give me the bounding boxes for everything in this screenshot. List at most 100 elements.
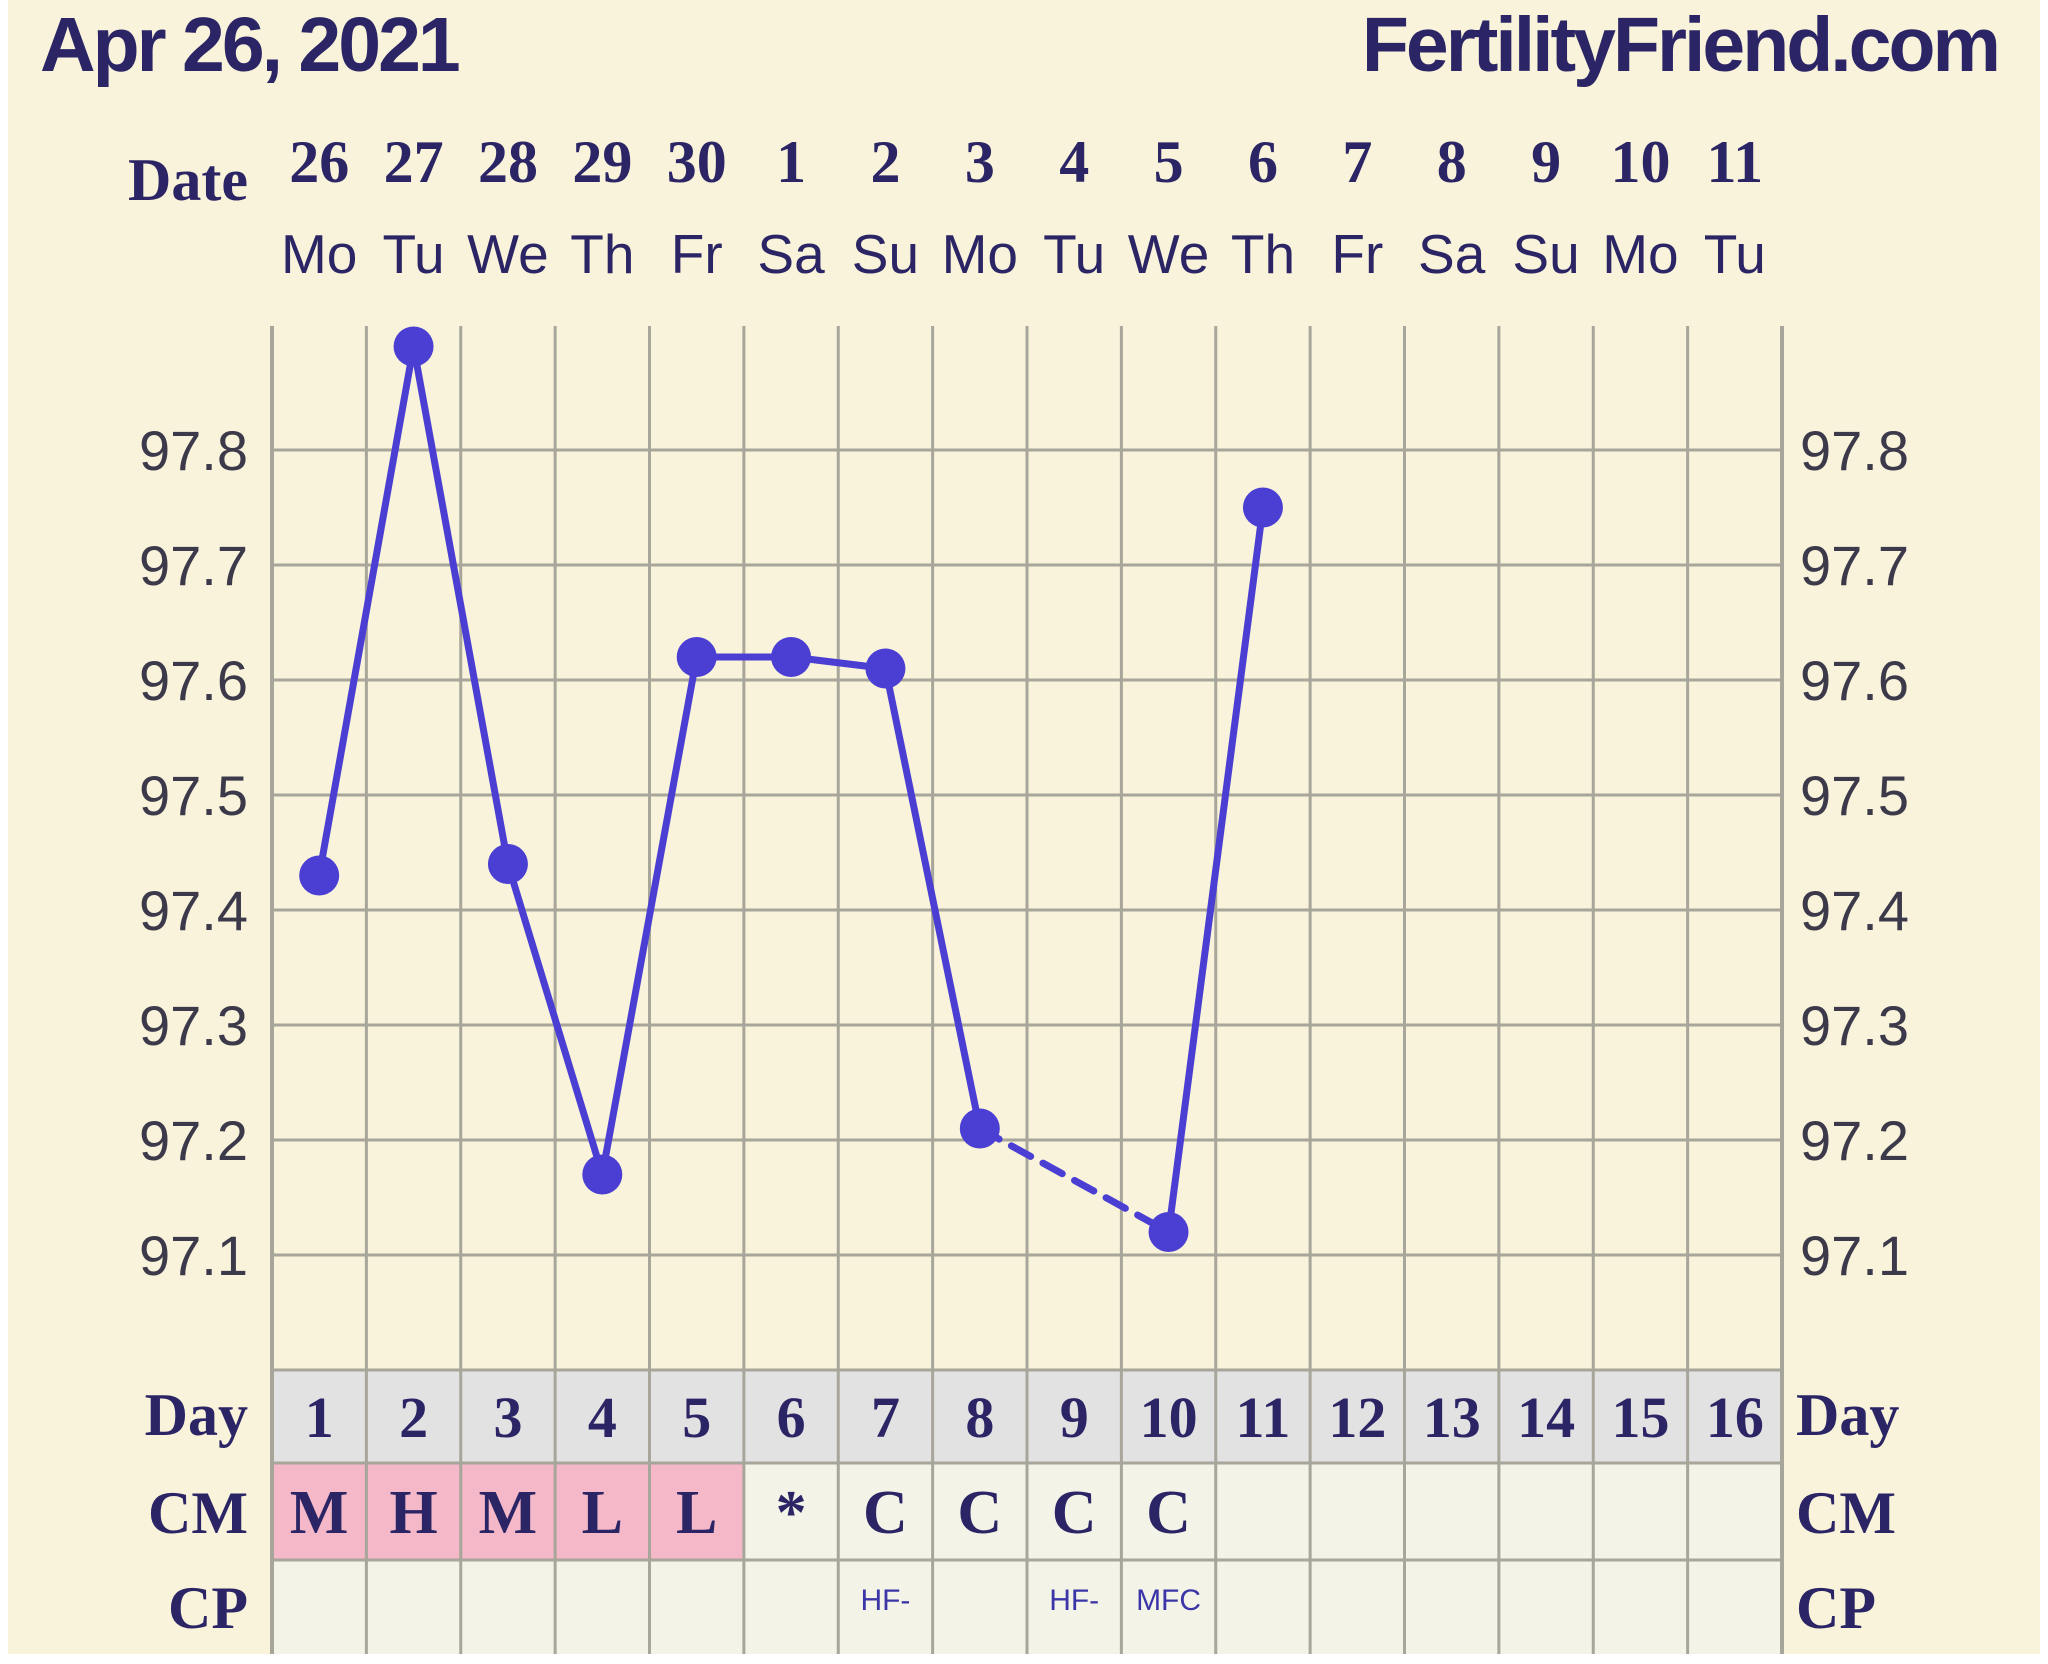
date-number: 2 [870,129,900,195]
temp-point [582,1154,623,1195]
cp-cell-bg [1310,1560,1405,1654]
temp-point [771,637,812,677]
cm-cell-bg [838,1463,933,1560]
cm-value: * [776,1479,807,1547]
cm-value: H [389,1479,437,1547]
cycle-day-number: 6 [777,1385,806,1450]
weekday-label: Fr [1331,223,1383,285]
cp-value: MFC [1136,1584,1201,1617]
weekday-label: Tu [1043,223,1105,285]
cp-cell-bg [743,1560,839,1654]
cp-cell-bg [555,1560,650,1654]
y-tick-label-right: 97.5 [1800,764,1909,827]
weekday-label: We [1128,223,1210,285]
temp-segment [504,860,606,1178]
cp-cell-bg [1121,1560,1216,1654]
cycle-day-number: 14 [1517,1385,1575,1450]
date-number: 7 [1342,129,1372,195]
weekday-label: Tu [1704,223,1766,285]
temp-point [487,844,528,884]
date-number: 11 [1706,129,1763,195]
cp-row-label-left: CP [168,1575,248,1641]
y-tick-label-left: 97.4 [139,879,248,942]
cm-value: L [676,1479,717,1547]
y-tick-label-left: 97.7 [139,534,248,597]
temp-point [959,1108,1000,1149]
y-tick-label-left: 97.6 [139,649,248,712]
y-tick-label-right: 97.3 [1800,994,1909,1057]
cp-cell-bg [272,1560,367,1654]
cycle-day-number: 7 [871,1385,900,1450]
y-tick-label-left: 97.2 [139,1109,248,1172]
date-number: 28 [478,129,538,195]
date-number: 3 [965,129,995,195]
y-tick-label-right: 97.1 [1800,1224,1909,1287]
cycle-day-number: 15 [1611,1385,1669,1450]
cp-cell-bg [838,1560,933,1654]
cm-cell-bg [555,1463,650,1560]
cm-cell-bg [743,1463,839,1560]
cycle-day-number: 8 [965,1385,994,1450]
temp-segment [1165,504,1267,1236]
y-tick-label-right: 97.8 [1800,419,1909,482]
y-tick-label-left: 97.1 [139,1224,248,1287]
brand-name: FertilityFriend.com [1361,2,2001,88]
cycle-day-number: 1 [305,1385,334,1450]
cycle-day-number: 4 [588,1385,617,1450]
y-tick-label-right: 97.7 [1800,534,1909,597]
cm-cell-bg [366,1463,461,1560]
weekday-label: Mo [1602,223,1678,285]
cm-value: C [957,1479,1002,1547]
temp-point [865,648,906,689]
cycle-day-number: 3 [493,1385,522,1450]
weekday-label: Mo [942,223,1018,285]
cm-row-label-left: CM [148,1480,248,1546]
temp-point [676,637,717,677]
cycle-day-number: 9 [1060,1385,1089,1450]
date-number: 4 [1059,129,1089,195]
y-tick-label-right: 97.4 [1800,879,1909,942]
temp-segment [410,343,512,868]
cycle-day-number: 16 [1706,1385,1764,1450]
cp-cell-bg [1404,1560,1499,1654]
cp-row-label-right: CP [1796,1575,1876,1641]
temp-segment [315,343,418,879]
weekday-label: Th [1231,223,1295,285]
y-tick-label-right: 97.6 [1800,649,1909,712]
day-row-label-left: Day [145,1382,248,1448]
cp-cell-bg [460,1560,556,1654]
weekday-label: We [467,223,549,285]
cp-cell-bg [1215,1560,1311,1654]
cycle-day-number: 12 [1328,1385,1386,1450]
cm-cell-bg [1215,1463,1311,1560]
date-number: 26 [289,129,349,195]
cm-cell-bg [1593,1463,1688,1560]
cm-cell-bg [460,1463,556,1560]
cycle-day-number: 13 [1423,1385,1481,1450]
date-number: 30 [667,129,727,195]
weekday-label: Mo [281,223,357,285]
temp-segment-dashed [976,1125,1173,1236]
temp-point [393,326,434,367]
date-number: 29 [572,129,632,195]
weekday-label: Sa [1418,223,1486,285]
weekday-label: Fr [671,223,723,285]
cm-value: L [582,1479,623,1547]
cm-value: M [290,1479,349,1547]
temp-point [1148,1212,1189,1252]
cm-row-label-right: CM [1796,1480,1896,1546]
temp-segment [598,653,701,1178]
cp-cell-bg [366,1560,461,1654]
cycle-day-number: 10 [1140,1385,1198,1450]
weekday-label: Tu [382,223,444,285]
cp-cell-bg [932,1560,1027,1654]
date-number: 5 [1154,129,1184,195]
date-number: 1 [776,129,806,195]
cm-value: M [479,1479,538,1547]
cycle-day-number: 11 [1236,1385,1291,1450]
y-tick-label-left: 97.8 [139,419,248,482]
cm-cell-bg [272,1463,367,1560]
cp-cell-bg [1593,1560,1688,1654]
cm-cell-bg [1687,1463,1782,1560]
